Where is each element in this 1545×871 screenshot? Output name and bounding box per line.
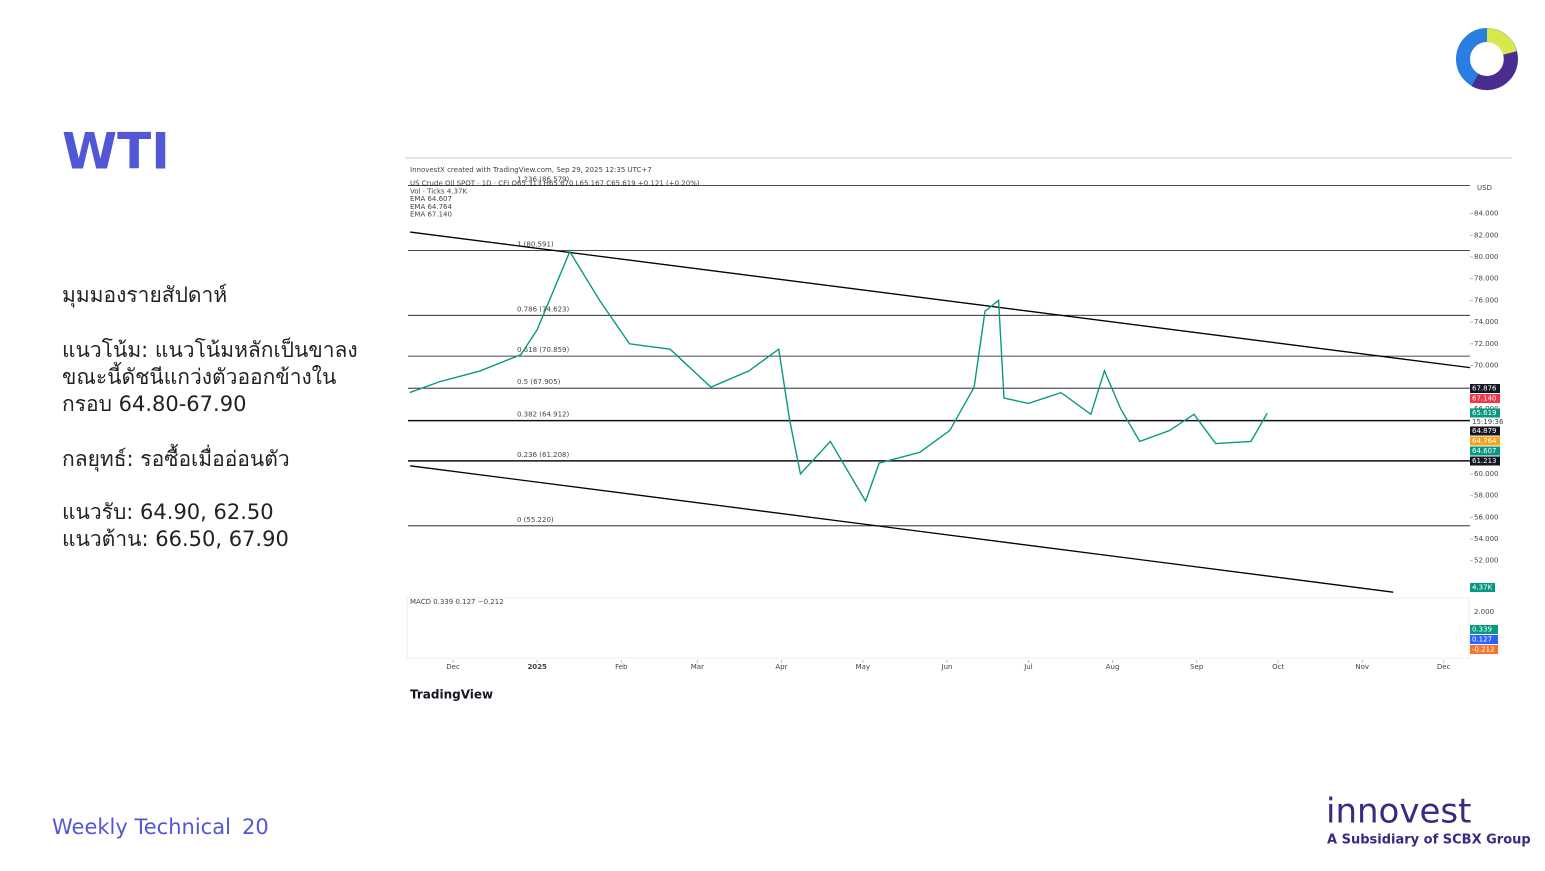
x-tick-label: Dec (1437, 663, 1451, 671)
header-text: InnovestX created with TradingView.com, … (410, 166, 652, 174)
y-tick-label: 80.000 (1474, 253, 1499, 261)
x-tick-label: Sep (1190, 663, 1204, 671)
fib-label: 0.618 (70.859) (517, 346, 569, 354)
x-tick-label: Aug (1106, 663, 1120, 671)
x-tick-label: Dec (446, 663, 460, 671)
fib-label: 1.236 (86.579) (517, 176, 569, 184)
vol-tag (1470, 583, 1495, 592)
header-text: Vol · Ticks 4.37K (410, 187, 468, 195)
header-text: EMA 64.607 (410, 195, 452, 203)
fib-label: 0.786 (74.623) (517, 305, 569, 313)
price-tag-text: 67.876 (1472, 385, 1497, 393)
y-tick-label: 56.000 (1474, 513, 1499, 521)
price-tag-text: 67.140 (1472, 395, 1497, 403)
price-tag-text: 61.213 (1472, 457, 1497, 465)
price-tag-text: 64.607 (1472, 447, 1497, 455)
y-tick-label: 54.000 (1474, 535, 1499, 543)
y-tick-label: 52.000 (1474, 557, 1499, 565)
price-tag-text: 65.619 (1472, 409, 1497, 417)
macd-tag (1470, 635, 1498, 644)
time-label: 15:19:36 (1472, 418, 1504, 426)
x-tick-label: Oct (1272, 663, 1284, 671)
price-tag (1470, 456, 1500, 466)
macd-tag (1470, 625, 1498, 634)
x-tick-label: Jul (1023, 663, 1033, 671)
x-tick-label: Jun (941, 663, 953, 671)
chart: MACD 0.339 0.127 −0.212 2.000 USD Tradin… (405, 157, 1512, 702)
logo-seg (1486, 28, 1517, 56)
x-tick-label: Feb (615, 663, 628, 671)
y-tick-label: 82.000 (1474, 231, 1499, 239)
currency: USD (1477, 184, 1492, 192)
brand: innovest (1326, 792, 1471, 832)
text-line: กรอบ 64.80-67.90 (62, 392, 246, 416)
text-line: แนวรับ: 64.90, 62.50 (62, 500, 274, 524)
fib-label: 0.382 (64.912) (517, 411, 569, 419)
macd-tag-text: 0.339 (1472, 626, 1492, 634)
logo-mark (1456, 28, 1518, 91)
header-text: US Crude Oil SPOT · 1D · CFI O65.313 H65… (410, 180, 700, 188)
brand-sub: A Subsidiary of SCBX Group (1327, 833, 1531, 848)
y-tick-label: 74.000 (1474, 318, 1499, 326)
header-text: EMA 64.764 (410, 203, 453, 211)
source: TradingView (410, 688, 493, 702)
y-tick-label: 60.000 (1474, 470, 1499, 478)
text-line: กลยุทธ์: รอซื้อเมื่ออ่อนตัว (62, 444, 290, 472)
x-tick-label: Mar (691, 663, 704, 671)
trendline (410, 231, 1471, 369)
header-text: EMA 67.140 (410, 211, 452, 219)
fib-label: 0.236 (61.208) (517, 451, 569, 459)
macd-tag-text: 0.127 (1472, 636, 1492, 644)
text-line: ขณะนี้ดัชนีแกว่งตัวออกข้างใน (62, 362, 336, 389)
y-tick-label: 72.000 (1474, 340, 1499, 348)
price-tag (1470, 394, 1500, 404)
text-line: มุมมองรายสัปดาห์ (62, 283, 227, 308)
price-tag-text: 64.764 (1472, 437, 1497, 445)
price-tag (1470, 426, 1500, 436)
price-line (409, 250, 1268, 503)
slide-title: WTI (62, 123, 170, 181)
macd-tag-text: -0.212 (1472, 646, 1495, 654)
macd-pane (406, 597, 1470, 659)
price-tag-text: 64.879 (1472, 427, 1497, 435)
x-tick-label: Apr (775, 663, 787, 671)
trendline (410, 465, 1394, 593)
fib-label: 1 (80.591) (517, 241, 554, 249)
page-number: 20 (242, 815, 269, 839)
logo-seg (1471, 51, 1518, 91)
y-tick-label: 84.000 (1474, 210, 1499, 218)
price-tag (1470, 446, 1500, 456)
footer: Weekly Technical (52, 815, 231, 839)
y-tick-label: 70.000 (1474, 361, 1499, 369)
text-line: แนวต้าน: 66.50, 67.90 (62, 527, 289, 551)
price-tag (1470, 384, 1500, 394)
text-line: แนวโน้ม: แนวโน้มหลักเป็นขาลง (62, 336, 358, 362)
vol-tag-text: 4.37K (1472, 584, 1493, 592)
fib-label: 0 (55.220) (517, 516, 554, 524)
y-tick-label: 78.000 (1474, 275, 1499, 283)
x-tick-label: Nov (1355, 663, 1369, 671)
x-tick-label: 2025 (527, 663, 547, 671)
x-tick-label: May (856, 663, 870, 671)
price-tag (1470, 436, 1500, 446)
macd-tag (1470, 645, 1498, 654)
price-tag (1470, 408, 1500, 418)
fib-label: 0.5 (67.905) (517, 378, 561, 386)
macd-label: MACD 0.339 0.127 −0.212 (410, 598, 504, 606)
y-tick-label: 58.000 (1474, 492, 1499, 500)
macd-tick: 2.000 (1474, 608, 1494, 616)
y-tick-label: 76.000 (1474, 296, 1499, 304)
